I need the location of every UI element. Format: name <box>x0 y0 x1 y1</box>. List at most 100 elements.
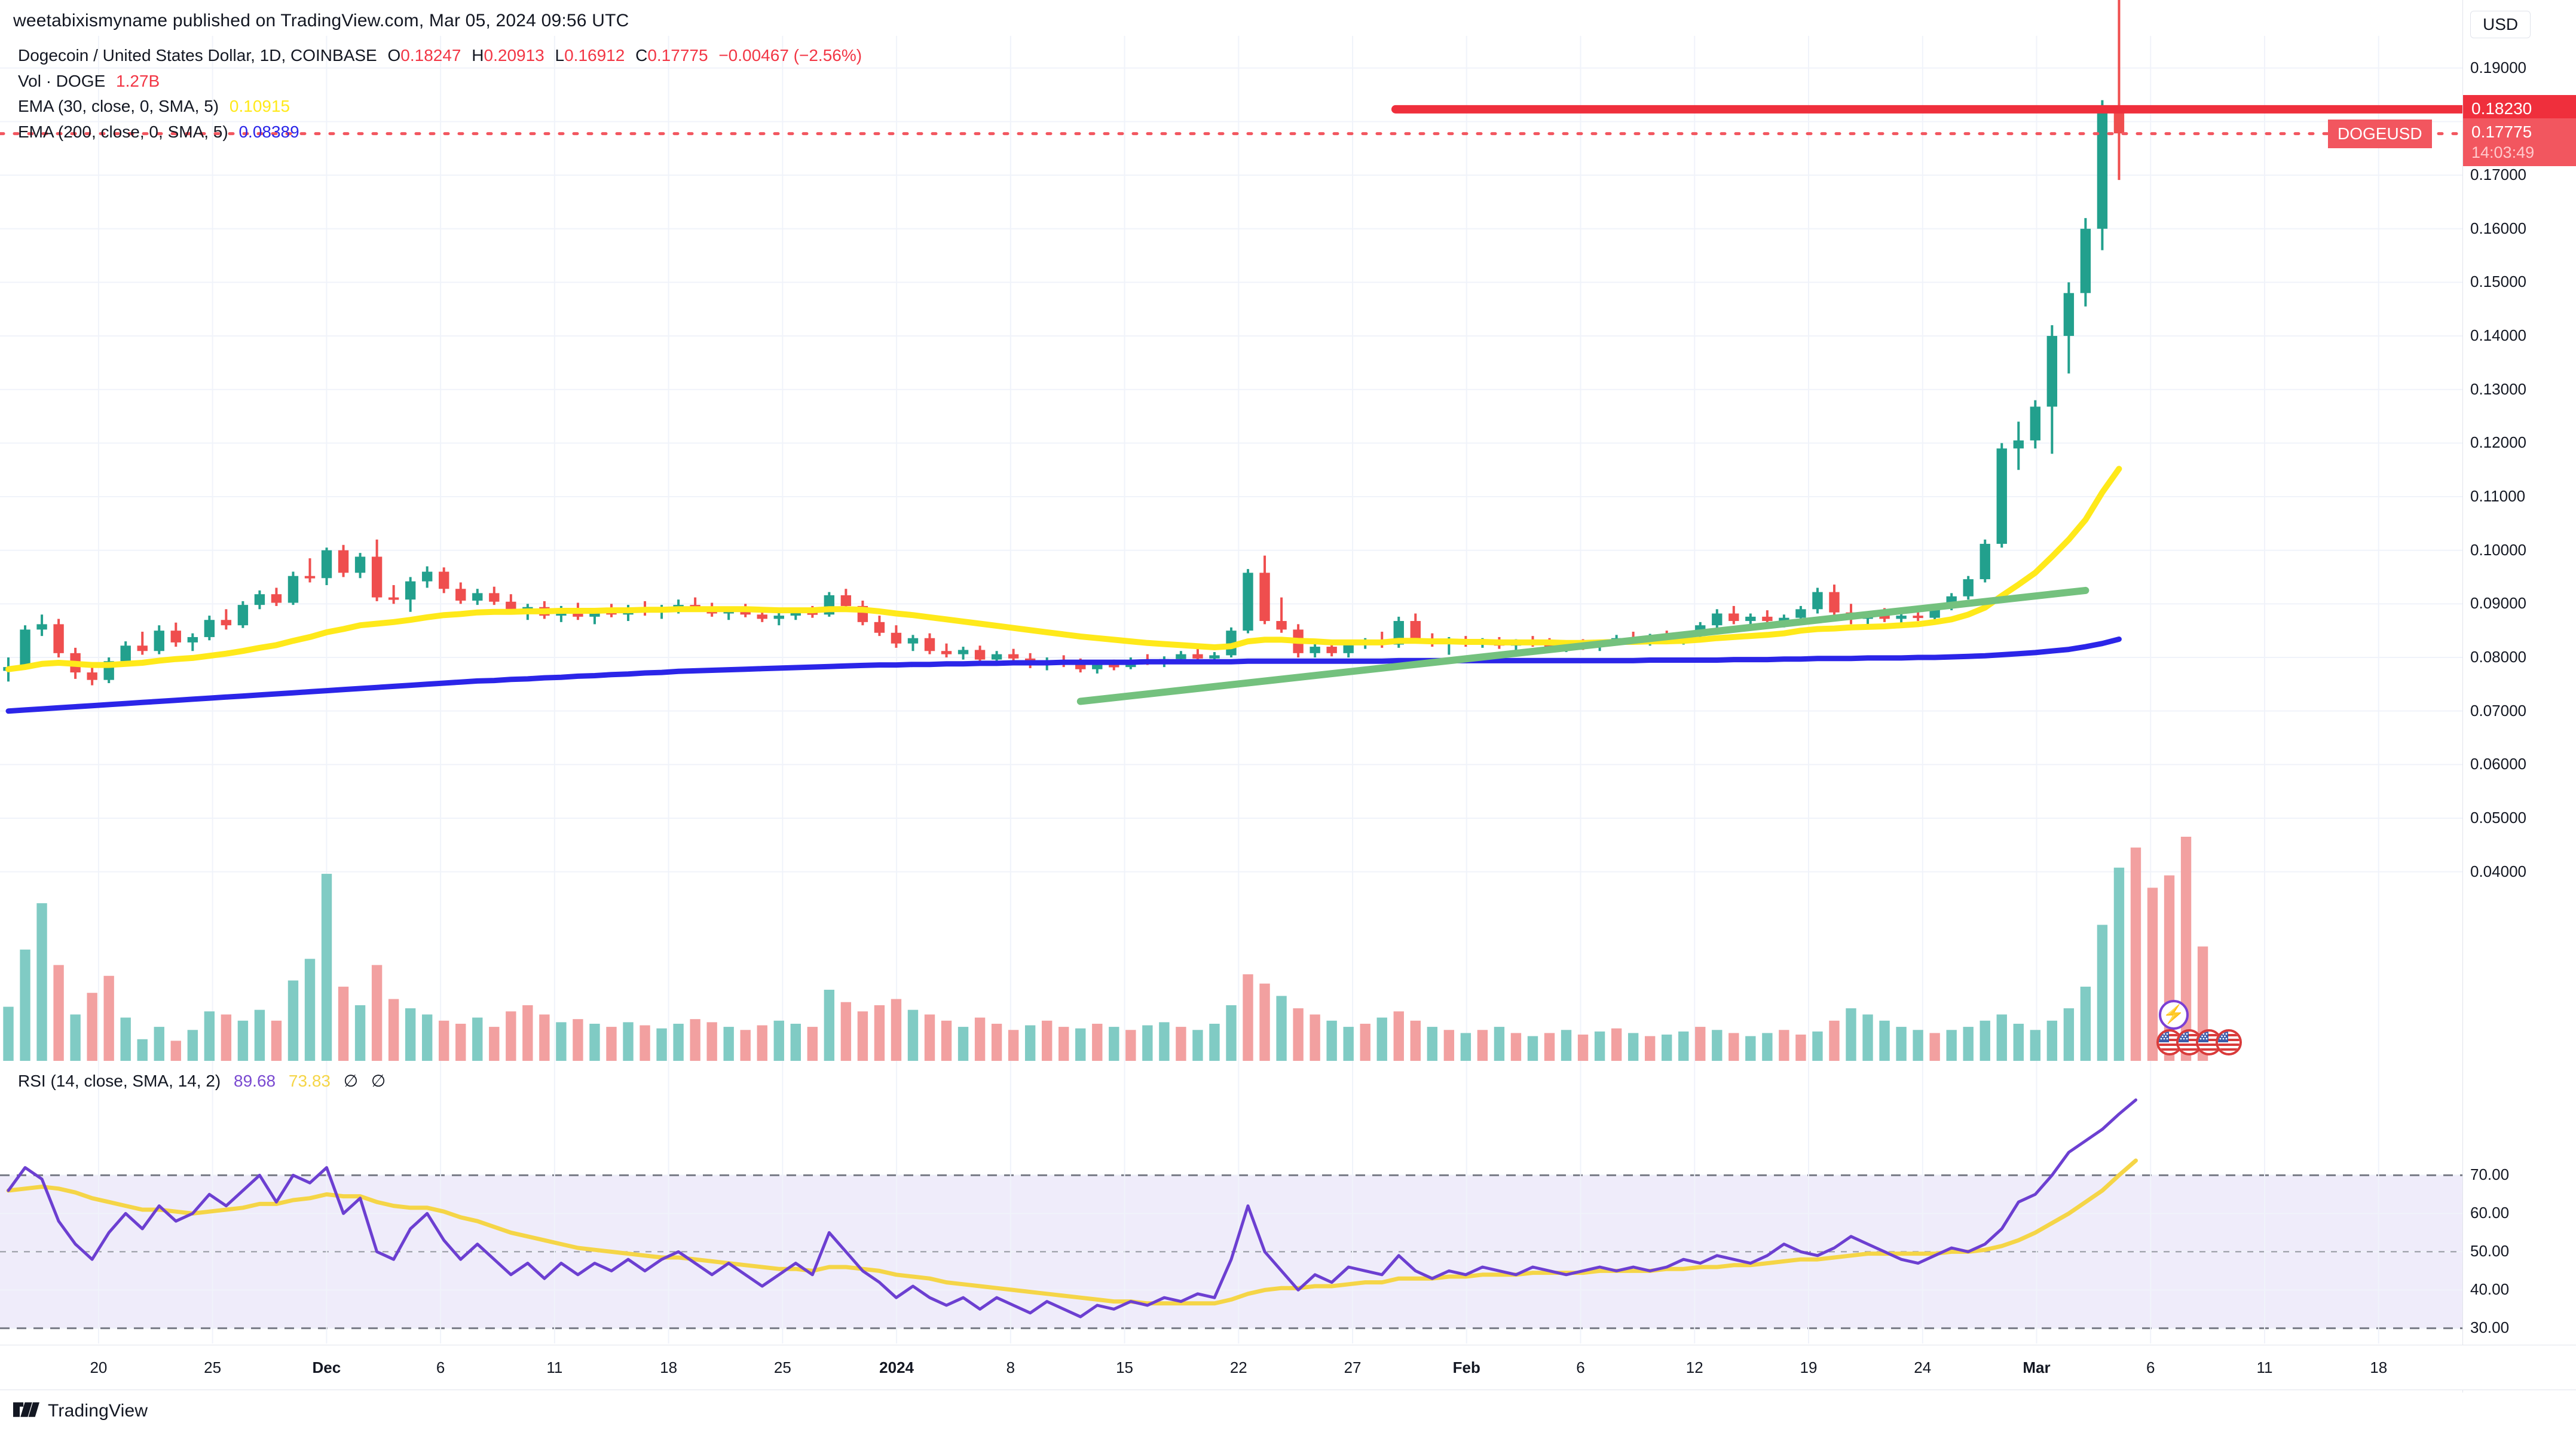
volume-bar <box>2013 1023 2024 1061</box>
legend-low-value: 0.16912 <box>564 46 625 65</box>
candle-body <box>1980 543 1990 580</box>
price-axis[interactable]: USD 0.190000.180000.170000.160000.150000… <box>2462 0 2576 1393</box>
time-axis-tick: 11 <box>2256 1358 2273 1376</box>
volume-bar <box>1226 1005 1237 1061</box>
candle-body <box>1209 655 1220 659</box>
candle-body <box>1896 616 1907 619</box>
candle-body <box>137 645 148 651</box>
time-axis-tick: 6 <box>2146 1358 2155 1376</box>
volume-bar <box>53 965 64 1061</box>
volume-bar <box>1058 1027 1069 1061</box>
volume-bar <box>1829 1020 1840 1061</box>
candle-body <box>271 594 282 603</box>
ema30-line <box>5 466 2122 672</box>
volume-bar <box>1024 1025 1036 1061</box>
volume-bar <box>1209 1023 1220 1061</box>
time-axis-tick: 19 <box>1800 1358 1818 1376</box>
currency-badge[interactable]: USD <box>2470 11 2531 38</box>
candle-body <box>1092 665 1103 669</box>
price-axis-tick: 0.10000 <box>2470 540 2526 559</box>
time-axis-tick: 18 <box>660 1358 678 1376</box>
candle-body <box>1745 616 1756 622</box>
legend-open-value: 0.18247 <box>400 46 461 65</box>
volume-bar <box>338 986 349 1061</box>
time-axis-tick: 15 <box>1116 1358 1134 1376</box>
volume-bar <box>1577 1035 1589 1061</box>
candle-body <box>287 576 299 603</box>
legend-ema200-row[interactable]: EMA (200, close, 0, SMA, 5) 0.08389 <box>18 120 862 145</box>
candle-body <box>237 605 249 626</box>
rsi-legend-value: 89.68 <box>234 1072 276 1090</box>
price-axis-tick: 0.15000 <box>2470 273 2526 291</box>
volume-bar <box>840 1002 852 1061</box>
volume-bar <box>1494 1027 1505 1061</box>
chart-legend: Dogecoin / United States Dollar, 1D, COI… <box>18 43 862 145</box>
volume-bar <box>1795 1035 1806 1061</box>
candle-body <box>221 620 232 626</box>
volume-bar <box>36 903 47 1061</box>
us-flag-icon[interactable] <box>2216 1029 2242 1055</box>
publisher-attribution: weetabixismyname published on TradingVie… <box>13 11 629 30</box>
legend-ema30-row[interactable]: EMA (30, close, 0, SMA, 5) 0.10915 <box>18 94 862 120</box>
volume-bar <box>807 1027 818 1061</box>
legend-volume-row[interactable]: Vol · DOGE 1.27B <box>18 69 862 94</box>
rsi-legend-label: RSI (14, close, SMA, 14, 2) <box>18 1072 221 1090</box>
time-axis-tick: 2024 <box>879 1358 914 1376</box>
volume-bar <box>857 1011 868 1061</box>
volume-bar <box>773 1020 784 1061</box>
candle-body <box>907 638 919 644</box>
candle-body <box>773 616 784 619</box>
trendline-drawing[interactable] <box>1076 586 2089 705</box>
candle-body <box>807 612 818 615</box>
time-axis-tick: 6 <box>436 1358 445 1376</box>
volume-bar <box>1159 1022 1170 1061</box>
tradingview-logo-icon <box>13 1402 39 1417</box>
candle-body <box>941 651 952 654</box>
volume-bar <box>1326 1020 1337 1061</box>
volume-bar <box>539 1014 550 1061</box>
candle-body <box>1779 617 1789 622</box>
price-axis-tick: 0.06000 <box>2470 755 2526 773</box>
volume-bar <box>706 1022 717 1061</box>
price-axis-tick: 0.09000 <box>2470 594 2526 613</box>
lightning-bolt-icon[interactable]: ⚡ <box>2159 1000 2189 1030</box>
volume-bar <box>1510 1033 1522 1061</box>
legend-change-value: −0.00467 (−2.56%) <box>718 46 862 65</box>
volume-bar <box>2030 1030 2040 1061</box>
volume-bar <box>1627 1033 1639 1061</box>
candle-body <box>757 614 767 619</box>
rsi-empty-2-icon: ∅ <box>371 1072 386 1090</box>
candle-body <box>1544 643 1555 648</box>
legend-symbol-row[interactable]: Dogecoin / United States Dollar, 1D, COI… <box>18 43 862 69</box>
resistance-price-label[interactable]: 0.18230 <box>2463 94 2576 123</box>
volume-bar <box>1678 1031 1689 1061</box>
volume-bar <box>1561 1030 1572 1061</box>
candle-body <box>1762 616 1773 622</box>
candle-body <box>1109 665 1119 668</box>
volume-bar <box>1192 1030 1203 1061</box>
candle-body <box>338 550 349 573</box>
candle-body <box>2113 108 2125 134</box>
volume-bar <box>1728 1033 1739 1061</box>
candle-body <box>1812 592 1823 610</box>
volume-bar <box>1410 1020 1421 1061</box>
volume-bar <box>2046 1020 2058 1061</box>
price-axis-tick: 0.07000 <box>2470 701 2526 720</box>
volume-bar <box>790 1023 801 1061</box>
time-axis[interactable]: 20 25 Dec 6 11 18 25 2024 8 15 22 27 Feb 6 12 19 24 Mar 6 1… <box>0 1345 2576 1390</box>
volume-bar <box>1243 974 1253 1061</box>
rsi-legend[interactable]: RSI (14, close, SMA, 14, 2) 89.68 73.83 … <box>18 1071 386 1091</box>
candle-body <box>891 632 902 644</box>
last-price-label[interactable]: 0.17775 14:03:49 <box>2463 118 2576 166</box>
time-axis-tick: 22 <box>1229 1358 1247 1376</box>
volume-bar <box>1092 1023 1103 1061</box>
volume-bar <box>2063 1008 2075 1061</box>
candle-body <box>2046 336 2058 407</box>
candle-body <box>489 593 500 602</box>
time-axis-tick: 24 <box>1914 1358 1932 1376</box>
time-axis-tick: 25 <box>204 1358 222 1376</box>
candle-body <box>957 650 969 654</box>
rsi-axis-tick: 30.00 <box>2470 1318 2510 1337</box>
legend-ema200-label: EMA (200, close, 0, SMA, 5) <box>18 122 228 141</box>
time-axis-tick: Mar <box>2023 1358 2051 1376</box>
